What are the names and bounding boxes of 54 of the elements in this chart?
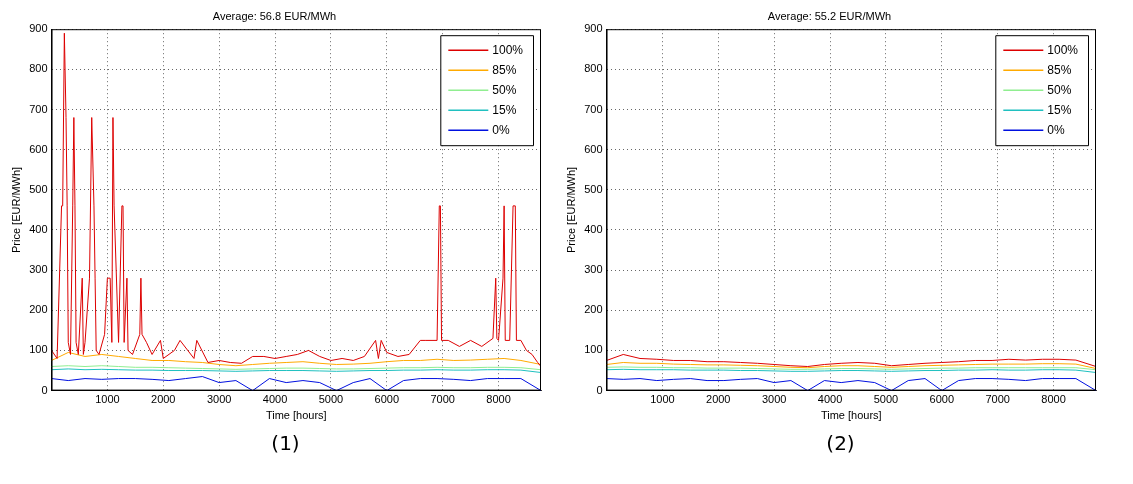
y-tick-label: 300 [29,263,48,276]
y-axis-title: Price [EUR/MWh] [9,166,22,253]
y-tick-label: 600 [584,142,603,155]
y-tick-label: 300 [584,263,603,276]
legend-label: 85% [492,62,517,77]
x-axis-title: Time [hours] [265,409,327,422]
x-tick-label: 5000 [318,393,344,406]
y-tick-label: 700 [584,102,603,115]
x-tick-label: 7000 [430,393,455,406]
legend-label: 50% [1047,82,1072,97]
x-tick-label: 3000 [761,393,787,406]
x-tick-label: 2000 [151,393,176,406]
text: (2) [825,431,856,455]
y-tick-label: 900 [584,22,603,35]
y-tick-label: 0 [596,383,603,396]
legend-label: 100% [1047,42,1079,57]
y-tick-label: 500 [584,182,603,195]
chart-title: Average: 56.8 EUR/MWh [212,9,337,22]
y-tick-label: 800 [584,62,603,75]
y-tick-label: 600 [29,142,48,155]
x-axis-title: Time [hours] [820,409,882,422]
x-tick-label: 8000 [1041,393,1066,406]
legend-label: 50% [492,82,517,97]
text: (1) [270,431,301,455]
x-tick-label: 6000 [374,393,400,406]
x-tick-label: 3000 [206,393,232,406]
y-tick-label: 200 [29,303,48,316]
x-tick-label: 4000 [817,393,843,406]
legend-label: 0% [492,122,510,137]
y-tick-label: 500 [29,182,48,195]
x-tick-label: 7000 [985,393,1010,406]
legend-label: 15% [1047,102,1072,117]
y-tick-label: 700 [29,102,48,115]
legend-label: 85% [1047,62,1072,77]
y-axis-title: Price [EUR/MWh] [564,166,577,253]
x-tick-label: 4000 [262,393,288,406]
y-tick-label: 100 [584,343,603,356]
y-tick-label: 400 [29,223,48,236]
legend-label: 0% [1047,122,1065,137]
y-tick-label: 800 [29,62,48,75]
x-tick-label: 5000 [873,393,899,406]
y-tick-label: 100 [29,343,48,356]
x-tick-label: 1000 [650,393,675,406]
y-tick-label: 400 [584,223,603,236]
chart-title: Average: 55.2 EUR/MWh [767,9,892,22]
y-tick-label: 0 [41,383,48,396]
y-tick-label: 900 [29,22,48,35]
x-tick-label: 6000 [929,393,955,406]
x-tick-label: 8000 [486,393,511,406]
legend-label: 15% [492,102,517,117]
x-tick-label: 1000 [95,393,120,406]
y-tick-label: 200 [584,303,603,316]
x-tick-label: 2000 [706,393,731,406]
legend-label: 100% [492,42,524,57]
